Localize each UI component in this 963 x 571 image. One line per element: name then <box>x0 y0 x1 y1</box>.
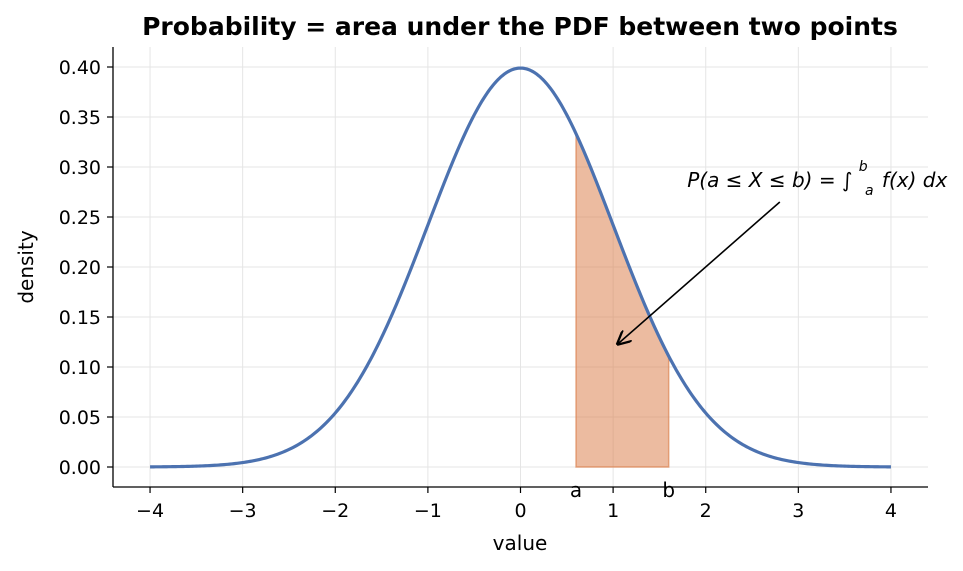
annotation-prefix: P(a ≤ X ≤ b) = ∫ <box>687 168 852 192</box>
x-tick-label-7: 3 <box>792 500 804 522</box>
a-marker-label: a <box>570 478 582 502</box>
axes <box>107 47 928 493</box>
y-tick-label-4: 0.20 <box>59 257 101 279</box>
chart-title: Probability = area under the PDF between… <box>142 12 898 41</box>
x-tick-label-1: −3 <box>229 500 257 522</box>
annotation-formula: P(a ≤ X ≤ b) = ∫ b a f(x) dx <box>687 152 947 200</box>
x-tick-label-4: 0 <box>514 500 526 522</box>
y-tick-label-5: 0.25 <box>59 207 101 229</box>
pdf-curve <box>150 66 891 469</box>
shaded-region <box>575 133 670 468</box>
x-tick-label-8: 4 <box>885 500 897 522</box>
y-axis-label: density <box>14 230 38 303</box>
y-tick-label-1: 0.05 <box>59 407 101 429</box>
annotation: P(a ≤ X ≤ b) = ∫ b a f(x) dx <box>618 152 947 344</box>
y-tick-label-0: 0.00 <box>59 457 101 479</box>
y-tick-label-3: 0.15 <box>59 307 101 329</box>
x-axis-label: value <box>493 531 548 555</box>
x-tick-label-3: −1 <box>414 500 442 522</box>
x-tick-label-5: 1 <box>607 500 619 522</box>
y-tick-label-7: 0.35 <box>59 107 101 129</box>
y-tick-label-6: 0.30 <box>59 157 101 179</box>
grid <box>113 47 928 487</box>
annotation-suffix: f(x) dx <box>882 168 948 192</box>
x-tick-label-2: −2 <box>321 500 349 522</box>
b-marker-label: b <box>662 478 675 502</box>
y-tick-label-8: 0.40 <box>59 57 101 79</box>
tick-labels: −4 −3 −2 −1 0 1 2 3 4 0.00 0.05 0.10 0.15 0.20 0.25 0.3… <box>59 57 897 522</box>
annotation-lower-limit: a <box>865 183 874 199</box>
y-tick-label-2: 0.10 <box>59 357 101 379</box>
annotation-upper-limit: b <box>859 159 868 175</box>
pdf-curve-layer <box>150 66 891 469</box>
x-tick-label-6: 2 <box>700 500 712 522</box>
shaded-area <box>575 133 670 468</box>
annotation-arrow <box>618 201 781 344</box>
x-tick-label-0: −4 <box>136 500 164 522</box>
